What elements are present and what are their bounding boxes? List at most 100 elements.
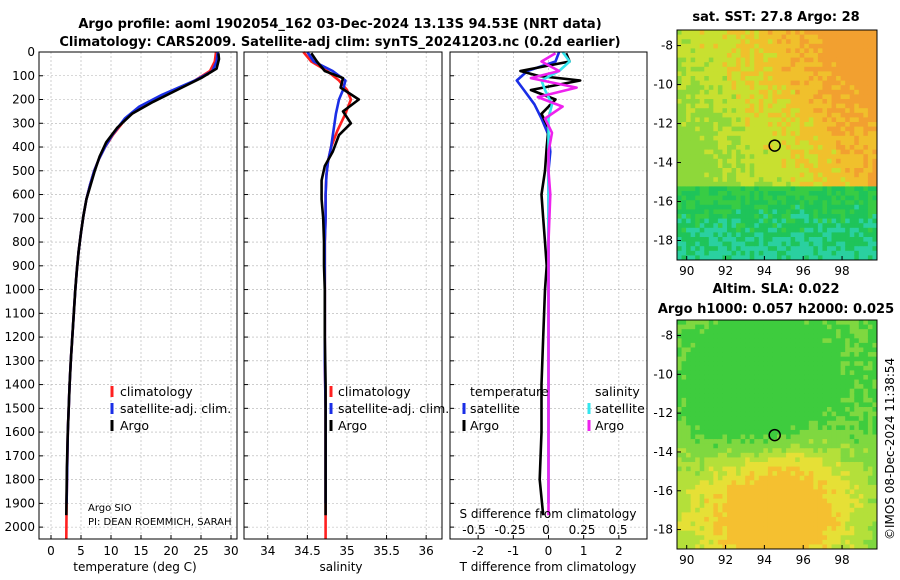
map-cell	[786, 397, 792, 403]
map-cell	[863, 99, 869, 105]
map-cell	[690, 484, 696, 490]
map-cell	[854, 374, 860, 381]
map-cell	[786, 425, 792, 431]
map-cell	[872, 39, 878, 45]
map-cell	[681, 521, 687, 527]
map-cell	[758, 452, 764, 458]
map-cell	[699, 48, 705, 54]
map-cell	[699, 34, 705, 40]
map-cell	[840, 43, 846, 49]
map-cell	[799, 393, 805, 399]
map-cell	[717, 154, 723, 160]
map-cell	[872, 227, 878, 233]
map-cell	[854, 324, 860, 330]
map-cell	[813, 103, 819, 109]
y-tick-label: 300	[12, 116, 35, 130]
map-cell	[758, 434, 764, 440]
map-cell	[749, 452, 755, 458]
map-cell	[767, 223, 773, 229]
map-cell	[699, 158, 705, 164]
map-cell	[731, 452, 737, 458]
map-cell	[804, 80, 810, 86]
map-cell	[754, 227, 760, 233]
map-cell	[745, 195, 751, 201]
map-cell	[781, 379, 787, 385]
map-cell	[708, 411, 714, 417]
legend-satellite-label: satellite-adj. clim.	[120, 401, 231, 416]
map-cell	[722, 126, 728, 132]
map-cell	[808, 434, 814, 440]
map-cell	[727, 218, 733, 224]
map-cell	[795, 163, 801, 169]
map-cell	[699, 365, 705, 371]
map-cell	[799, 425, 805, 431]
map-cell	[804, 140, 810, 146]
map-cell	[763, 131, 769, 137]
map-cell	[727, 388, 733, 394]
map-cell	[677, 324, 683, 330]
map-cell	[795, 131, 801, 137]
map-cell	[836, 181, 842, 187]
map-cell	[808, 255, 814, 261]
map-cell	[740, 324, 746, 330]
map-cell	[731, 429, 737, 435]
map-cell	[872, 232, 878, 238]
map-cell	[754, 122, 760, 128]
map-cell	[840, 452, 846, 458]
map-cell	[754, 544, 760, 550]
map-cell	[858, 181, 864, 187]
map-cell	[695, 384, 701, 390]
map-cell	[795, 181, 801, 187]
map-cell	[845, 94, 851, 100]
map-cell	[831, 425, 837, 431]
map-cell	[740, 66, 746, 72]
map-cell	[749, 218, 755, 224]
map-cell	[849, 117, 855, 123]
map-cell	[677, 526, 683, 532]
map-cell	[817, 429, 823, 435]
map-cell	[790, 516, 796, 523]
map-cell	[799, 227, 805, 233]
map-cell	[727, 53, 733, 59]
map-cell	[754, 448, 760, 454]
map-cell	[704, 507, 710, 513]
map-cell	[817, 80, 823, 86]
map-cell	[840, 99, 846, 105]
map-cell	[781, 494, 787, 500]
map-cell	[786, 512, 792, 518]
map-cell	[840, 347, 846, 353]
map-cell	[763, 539, 769, 545]
map-cell	[790, 122, 796, 128]
map-cell	[699, 342, 705, 348]
map-cell	[686, 420, 692, 426]
map-cell	[863, 122, 869, 128]
map-cell	[699, 544, 705, 550]
map-cell	[749, 480, 755, 486]
map-cell	[831, 218, 837, 224]
map-cell	[717, 420, 723, 426]
map-cell	[695, 177, 701, 183]
map-cell	[699, 140, 705, 146]
map-cell	[799, 250, 805, 256]
map-cell	[695, 535, 701, 541]
map-cell	[731, 370, 737, 376]
map-cell	[713, 466, 719, 472]
map-cell	[713, 66, 719, 72]
map-cell	[863, 443, 869, 449]
map-cell	[677, 80, 683, 86]
map-cell	[777, 407, 783, 413]
map-cell	[831, 535, 837, 541]
map-cell	[745, 34, 751, 40]
map-cell	[704, 365, 710, 371]
map-cell	[731, 53, 737, 59]
map-cell	[822, 503, 828, 509]
map-cell	[736, 429, 742, 435]
map-cell	[690, 62, 696, 68]
map-cell	[840, 342, 846, 348]
map-cell	[731, 471, 737, 477]
map-cell	[813, 126, 819, 132]
map-cell	[822, 103, 828, 109]
map-cell	[754, 168, 760, 174]
map-cell	[745, 429, 751, 435]
map-cell	[699, 246, 705, 252]
